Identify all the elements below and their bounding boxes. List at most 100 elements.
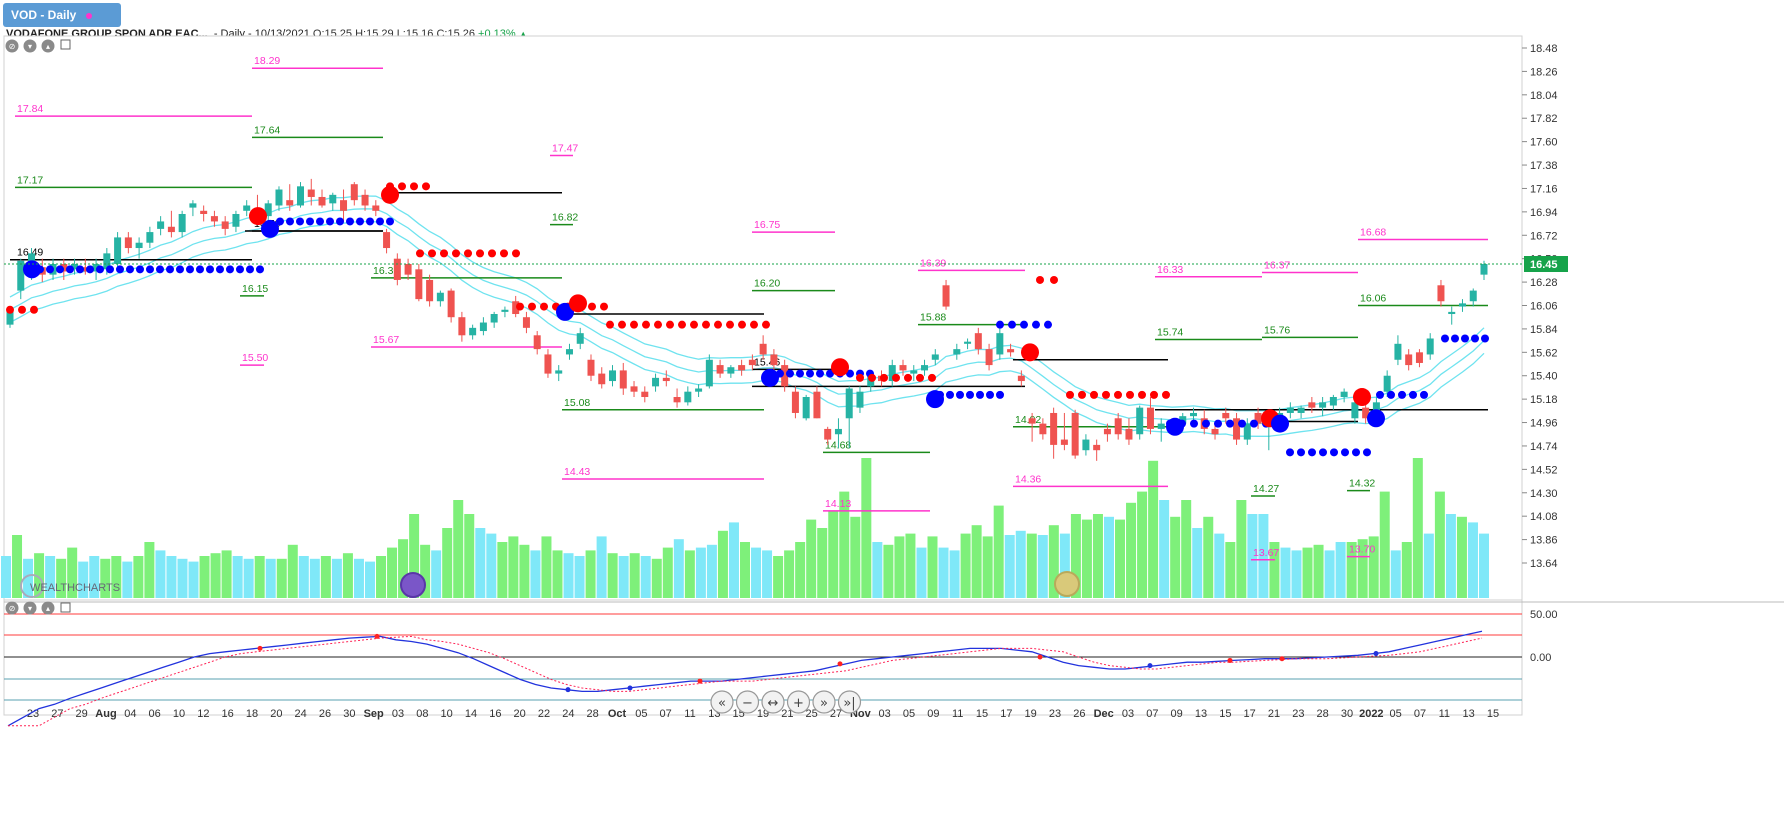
x-tick-label: 11	[684, 708, 695, 720]
volume-bar	[1390, 550, 1401, 598]
blue-signal-dot	[306, 217, 314, 226]
x-tick-label: 30	[343, 708, 355, 720]
candle-body	[576, 333, 584, 344]
red-signal-dot	[642, 320, 650, 329]
end-icon[interactable]	[837, 690, 862, 714]
volume-bar	[1291, 550, 1302, 598]
volume-bar	[276, 558, 287, 598]
expand-icon-osc[interactable]	[60, 602, 71, 613]
x-tick-label: 21	[1268, 708, 1280, 720]
blue-signal-dot	[236, 265, 244, 274]
x-tick-label: 08	[416, 708, 428, 720]
rewind-icon[interactable]	[710, 690, 734, 714]
osc-cross-dot	[1279, 656, 1285, 662]
candle-body	[533, 335, 541, 350]
y-tick-label: 16.06	[1530, 301, 1558, 313]
down-arrow-icon-osc[interactable]: ▾	[23, 601, 37, 615]
candle-body	[286, 200, 294, 206]
volume-bar	[1479, 533, 1489, 598]
blue-signal-dot	[256, 265, 264, 274]
volume-bar	[695, 547, 706, 598]
red-signal-dot	[500, 249, 508, 258]
y-tick-label: 17.82	[1530, 113, 1558, 125]
zoom-out-icon[interactable]	[735, 690, 760, 714]
candle-body	[522, 317, 530, 328]
candle-body	[1297, 407, 1305, 413]
candle-body	[985, 349, 993, 366]
red-signal-dot	[726, 320, 734, 329]
red-signal-dot	[630, 320, 638, 329]
clock-icon[interactable]	[1054, 571, 1080, 597]
level-label: 16.20	[754, 278, 780, 290]
candle-body	[340, 200, 348, 211]
volume-bar	[309, 558, 320, 598]
level-label: 15.08	[564, 397, 590, 409]
x-tick-label: 04	[124, 708, 136, 720]
red-signal-dot	[512, 249, 520, 258]
blue-signal-dot	[1308, 448, 1316, 457]
share-icon[interactable]	[400, 572, 426, 598]
up-arrow-icon[interactable]: ▴	[41, 39, 55, 53]
candle-body	[652, 377, 660, 387]
volume-bar	[982, 536, 993, 598]
candle-body	[1426, 338, 1434, 355]
red-signal-dot	[1078, 390, 1086, 399]
close-icon-osc[interactable]: ⊘	[5, 601, 19, 615]
candle-body	[953, 349, 961, 355]
osc-cross-dot	[627, 685, 633, 691]
volume-bar	[1115, 519, 1126, 598]
volume-bar	[1225, 542, 1236, 598]
up-arrow-icon: ▲	[518, 29, 528, 39]
y-tick-label: 14.96	[1530, 418, 1558, 430]
volume-bar	[1401, 542, 1412, 598]
volume-bar	[1181, 500, 1192, 598]
close-icon[interactable]: ⊘	[5, 39, 19, 53]
red-signal-dot	[666, 320, 674, 329]
level-label: 16.82	[552, 212, 578, 224]
volume-bar	[1357, 539, 1368, 598]
x-tick-label: 23	[1049, 708, 1061, 720]
fit-icon[interactable]	[761, 690, 785, 714]
volume-bar	[420, 544, 431, 598]
level-label: 16.68	[1360, 227, 1386, 239]
down-arrow-icon-osc-glyph: ▾	[28, 604, 32, 613]
blue-signal-dot	[1352, 448, 1360, 457]
zoom-in-icon-glyph: +	[793, 696, 804, 711]
red-signal-marker	[381, 185, 399, 204]
y-tick-label: 15.40	[1530, 371, 1558, 383]
forward-icon[interactable]	[812, 690, 836, 714]
candle-body	[759, 343, 767, 355]
volume-bar	[122, 561, 133, 598]
volume-bar	[210, 553, 221, 598]
volume-bar	[916, 547, 927, 598]
volume-bar	[1412, 458, 1423, 598]
candle-body	[705, 359, 713, 387]
blue-signal-dot	[1020, 320, 1028, 329]
up-arrow-icon-osc[interactable]: ▴	[41, 601, 55, 615]
red-signal-dot	[422, 182, 430, 191]
level-label: 18.29	[254, 55, 280, 67]
volume-bar	[817, 528, 828, 598]
volume-bar	[1126, 502, 1137, 598]
volume-bar	[850, 516, 861, 598]
x-tick-label: 20	[514, 708, 526, 720]
expand-icon[interactable]	[60, 39, 71, 50]
volume-bar	[265, 558, 276, 598]
candle-body	[931, 354, 939, 360]
volume-bar	[1456, 516, 1467, 598]
candle-body	[361, 194, 369, 206]
zoom-in-icon[interactable]	[786, 690, 811, 714]
candle-body	[662, 377, 670, 382]
blue-signal-dot	[1387, 390, 1395, 399]
blue-signal-dot	[986, 390, 994, 399]
down-arrow-icon[interactable]: ▾	[23, 39, 37, 53]
volume-bar	[673, 539, 684, 598]
blue-signal-dot	[1341, 448, 1349, 457]
x-tick-label: 23	[1292, 708, 1304, 720]
candle-body	[1469, 290, 1477, 302]
blue-signal-dot	[116, 265, 124, 274]
candle-body	[1362, 407, 1370, 419]
candle-body	[264, 203, 272, 217]
chart-tab[interactable]: VOD - Daily	[3, 3, 121, 27]
